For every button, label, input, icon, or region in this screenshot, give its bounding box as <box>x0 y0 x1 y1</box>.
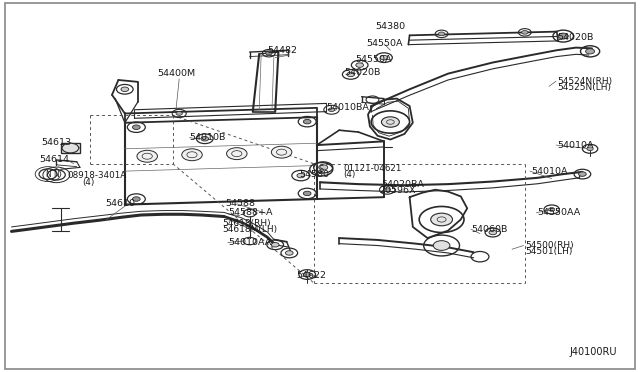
Text: 54482: 54482 <box>268 46 298 55</box>
Text: J40100RU: J40100RU <box>570 347 617 356</box>
Circle shape <box>384 188 390 192</box>
Text: 20596X: 20596X <box>379 186 415 195</box>
Circle shape <box>182 149 202 161</box>
Text: 54550AA: 54550AA <box>538 208 581 217</box>
Text: 54613: 54613 <box>42 138 72 147</box>
Circle shape <box>271 243 279 247</box>
Text: 54610: 54610 <box>106 199 136 208</box>
Circle shape <box>303 272 311 277</box>
Circle shape <box>489 230 497 235</box>
Circle shape <box>438 32 445 36</box>
Text: 01121-04621: 01121-04621 <box>343 164 401 173</box>
Circle shape <box>380 55 388 60</box>
Text: N: N <box>54 170 59 179</box>
Text: (4): (4) <box>343 170 355 179</box>
Circle shape <box>303 191 311 196</box>
Text: 54622: 54622 <box>296 271 326 280</box>
Text: 54400M: 54400M <box>157 69 195 78</box>
Text: 54618M(LH): 54618M(LH) <box>223 225 278 234</box>
Circle shape <box>137 150 157 162</box>
Text: 54020BA: 54020BA <box>381 180 424 189</box>
Text: 54588: 54588 <box>225 199 255 208</box>
Text: S: S <box>319 165 324 174</box>
Circle shape <box>271 146 292 158</box>
Circle shape <box>548 208 555 211</box>
Text: 54550A: 54550A <box>366 39 403 48</box>
Text: 54524N(RH): 54524N(RH) <box>557 77 612 86</box>
Text: 54010B: 54010B <box>189 133 226 142</box>
Text: (4): (4) <box>82 178 94 187</box>
Text: 54580: 54580 <box>299 170 329 179</box>
Circle shape <box>522 31 528 34</box>
Circle shape <box>431 213 452 226</box>
Text: 54010AA: 54010AA <box>228 238 271 247</box>
Text: 54010BA: 54010BA <box>326 103 369 112</box>
Circle shape <box>579 172 586 176</box>
Text: 54010A: 54010A <box>557 141 593 150</box>
Circle shape <box>132 125 140 129</box>
Circle shape <box>433 241 450 250</box>
Text: 54550A: 54550A <box>355 55 392 64</box>
Text: 08918-3401A: 08918-3401A <box>67 171 127 180</box>
Circle shape <box>328 108 335 112</box>
Circle shape <box>201 137 209 141</box>
Text: 54614: 54614 <box>40 155 70 164</box>
Circle shape <box>303 119 311 124</box>
Text: 54010A: 54010A <box>531 167 568 176</box>
Text: 54380: 54380 <box>376 22 406 31</box>
Circle shape <box>587 147 593 151</box>
Bar <box>61 143 80 153</box>
Circle shape <box>319 165 328 170</box>
Circle shape <box>297 173 305 178</box>
Circle shape <box>176 112 182 115</box>
Text: 54500(RH): 54500(RH) <box>525 241 573 250</box>
Circle shape <box>62 143 79 153</box>
Text: 54525N(LH): 54525N(LH) <box>557 83 611 92</box>
Circle shape <box>558 33 568 39</box>
Circle shape <box>285 251 293 255</box>
Circle shape <box>347 72 355 77</box>
Circle shape <box>356 63 364 67</box>
Text: 54588+A: 54588+A <box>228 208 273 217</box>
Text: 54618(RH): 54618(RH) <box>223 219 271 228</box>
Circle shape <box>266 51 272 55</box>
Circle shape <box>586 49 595 54</box>
Text: 54060B: 54060B <box>471 225 508 234</box>
Text: 54020B: 54020B <box>344 68 381 77</box>
Circle shape <box>121 87 129 92</box>
Circle shape <box>381 117 399 127</box>
Text: N: N <box>45 170 51 179</box>
Circle shape <box>227 148 247 160</box>
Text: 54501(LH): 54501(LH) <box>525 247 572 256</box>
Circle shape <box>132 197 140 201</box>
Text: 54020B: 54020B <box>557 33 593 42</box>
